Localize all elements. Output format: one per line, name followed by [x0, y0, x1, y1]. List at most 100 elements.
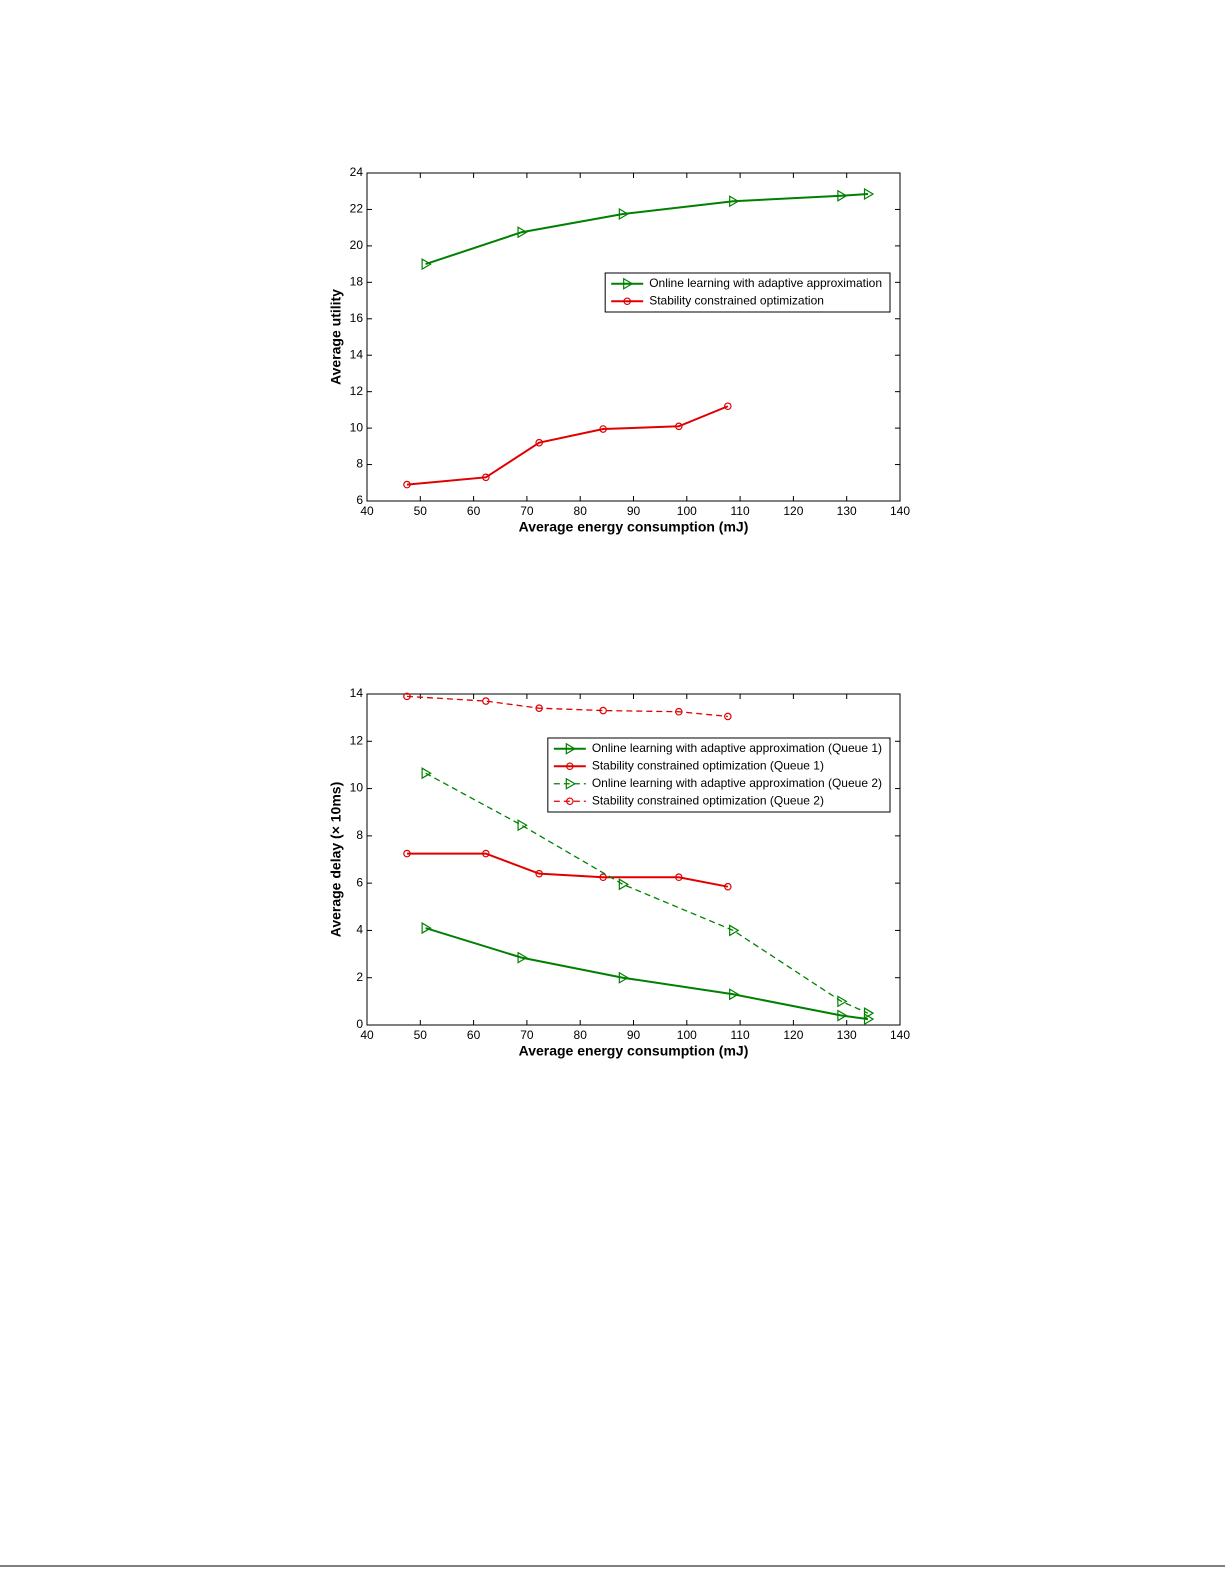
- marker: [517, 226, 528, 239]
- y-tick-label: 22: [350, 202, 364, 216]
- x-tick-label: 130: [837, 1028, 857, 1042]
- series-line: [406, 852, 729, 888]
- x-tick-label: 110: [731, 1028, 750, 1042]
- series-line: [425, 927, 869, 1021]
- marker: [517, 819, 528, 832]
- y-tick-label: 10: [350, 420, 364, 434]
- marker: [421, 767, 432, 780]
- plot-frame: [366, 172, 901, 502]
- marker: [599, 873, 607, 882]
- marker: [618, 878, 630, 891]
- legend-marker: [565, 742, 577, 755]
- y-tick-label: 16: [350, 311, 364, 325]
- legend-marker: [623, 297, 631, 306]
- marker: [482, 697, 490, 705]
- marker: [863, 1007, 875, 1020]
- marker: [724, 882, 732, 891]
- y-axis-label: Average utility: [328, 289, 344, 385]
- marker: [729, 195, 740, 208]
- marker: [837, 189, 848, 202]
- legend-label: Online learning with adaptive approximat…: [592, 741, 882, 755]
- x-tick-label: 60: [467, 1028, 481, 1042]
- marker: [535, 438, 543, 447]
- marker: [599, 425, 607, 433]
- x-tick-label: 80: [574, 504, 588, 518]
- x-tick-label: 90: [627, 504, 641, 518]
- y-tick-label: 6: [356, 875, 363, 889]
- y-tick-label: 4: [356, 923, 363, 937]
- marker: [675, 422, 683, 431]
- x-tick-label: 100: [677, 1028, 697, 1042]
- series-line: [406, 695, 728, 718]
- marker: [724, 402, 732, 411]
- x-tick-label: 50: [414, 1028, 428, 1042]
- marker: [863, 1013, 875, 1026]
- x-tick-label: 120: [783, 504, 803, 518]
- legend: Online learning with adaptive approximat…: [547, 737, 891, 813]
- legend-marker: [566, 797, 574, 806]
- series-line: [406, 405, 729, 486]
- legend-marker: [565, 777, 577, 790]
- x-tick-label: 40: [360, 504, 374, 518]
- legend: Online learning with adaptive approximat…: [604, 272, 891, 313]
- legend-label: Online learning with adaptive approximat…: [649, 276, 882, 290]
- marker: [729, 988, 740, 1001]
- marker: [599, 706, 607, 715]
- y-tick-label: 2: [356, 970, 363, 984]
- marker: [403, 692, 411, 701]
- y-tick-label: 0: [356, 1017, 363, 1031]
- x-tick-label: 70: [520, 504, 534, 518]
- legend-box: [547, 737, 891, 813]
- legend-label: Stability constrained optimization (Queu…: [592, 758, 824, 772]
- marker: [675, 707, 683, 716]
- y-tick-label: 10: [350, 781, 364, 795]
- x-tick-label: 40: [360, 1028, 374, 1042]
- marker: [863, 187, 875, 201]
- x-axis-label: Average energy consumption (mJ): [519, 519, 749, 535]
- marker: [535, 869, 543, 878]
- series-line: [425, 772, 869, 1014]
- marker: [482, 473, 490, 482]
- legend-label: Online learning with adaptive approximat…: [592, 776, 882, 790]
- legend-marker: [623, 277, 634, 290]
- legend-label: Stability constrained optimization (Queu…: [592, 793, 824, 807]
- marker: [403, 480, 411, 489]
- marker: [535, 704, 543, 712]
- y-tick-label: 8: [356, 828, 363, 842]
- y-tick-label: 18: [350, 275, 364, 289]
- x-tick-label: 50: [414, 504, 428, 518]
- legend-label: Stability constrained optimization: [649, 293, 824, 307]
- marker: [837, 995, 848, 1008]
- y-tick-label: 12: [350, 733, 364, 747]
- marker: [618, 207, 630, 221]
- x-tick-label: 120: [783, 1028, 803, 1042]
- marker: [403, 849, 411, 858]
- x-tick-label: 70: [520, 1028, 534, 1042]
- x-tick-label: 140: [890, 1028, 910, 1042]
- x-tick-label: 140: [890, 504, 910, 518]
- marker: [675, 873, 683, 882]
- legend-marker: [566, 762, 574, 771]
- marker: [421, 258, 432, 271]
- marker: [618, 971, 630, 984]
- x-tick-label: 80: [574, 1028, 588, 1042]
- marker: [729, 924, 740, 937]
- marker: [837, 1009, 848, 1022]
- legend-box: [604, 272, 891, 313]
- x-axis-label: Average energy consumption (mJ): [519, 1043, 749, 1059]
- marker: [724, 712, 732, 721]
- series-line: [425, 192, 869, 266]
- y-tick-label: 24: [350, 165, 364, 179]
- x-tick-label: 110: [731, 504, 750, 518]
- x-tick-label: 100: [677, 504, 697, 518]
- x-tick-label: 130: [837, 504, 857, 518]
- y-tick-label: 14: [350, 347, 364, 361]
- x-tick-label: 60: [467, 504, 481, 518]
- marker: [482, 849, 490, 858]
- y-tick-label: 14: [350, 686, 364, 700]
- y-tick-label: 8: [356, 457, 363, 471]
- y-tick-label: 6: [356, 493, 363, 507]
- y-tick-label: 12: [350, 384, 364, 398]
- y-axis-label: Average delay (× 10ms): [328, 782, 344, 938]
